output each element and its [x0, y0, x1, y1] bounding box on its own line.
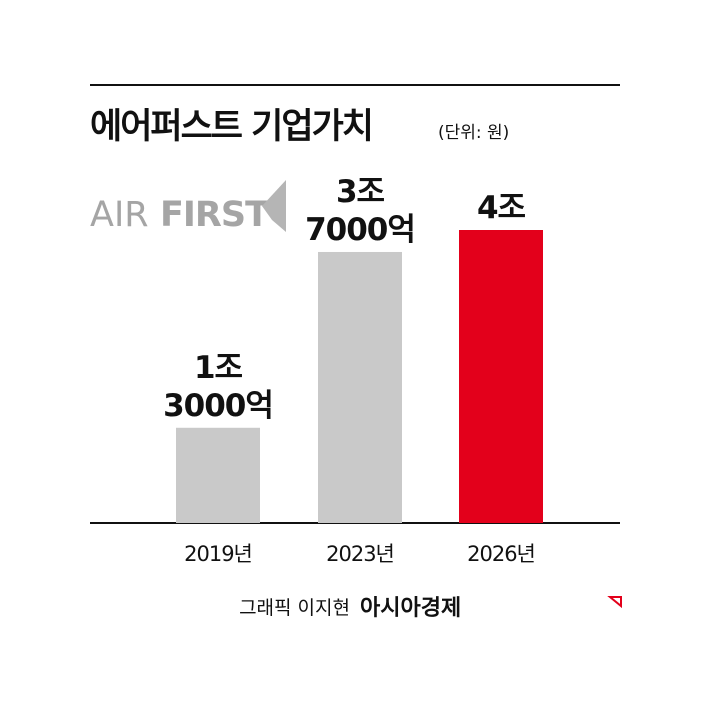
value-label: 3000억: [163, 388, 273, 424]
value-label: 4조: [477, 190, 526, 226]
x-tick-label: 2026년: [467, 542, 535, 566]
logo-bold: FIRST: [160, 195, 269, 235]
chart-title: 에어퍼스트 기업가치: [90, 107, 372, 147]
x-tick-label: 2019년: [184, 542, 252, 566]
value-label: 1조: [194, 350, 243, 386]
value-label: 3조: [336, 174, 385, 210]
value-label: 7000억: [305, 212, 415, 248]
logo-light: AIR: [90, 195, 149, 235]
logo: AIR FIRST: [90, 180, 286, 235]
credit-author: 그래픽 이지현: [239, 597, 350, 619]
bar: [318, 251, 402, 523]
bar: [176, 427, 260, 523]
x-tick-label: 2023년: [326, 542, 394, 566]
unit-note: (단위: 원): [438, 123, 509, 143]
logo-mark: [262, 180, 286, 232]
credit-publisher: 아시아경제: [360, 596, 461, 621]
bar: [459, 230, 543, 523]
credit-mark: [607, 596, 622, 609]
